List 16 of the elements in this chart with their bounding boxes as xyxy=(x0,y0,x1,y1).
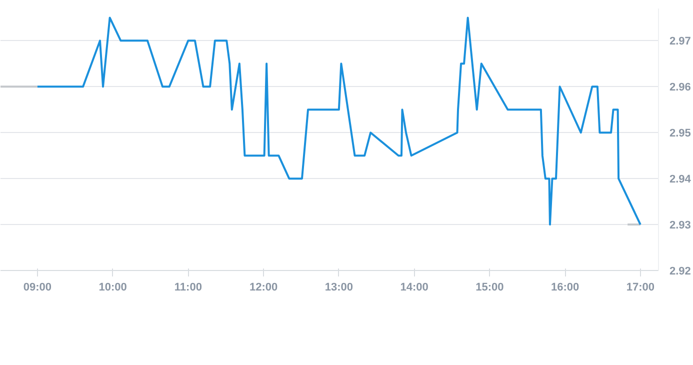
y-tick-label: 2.95 xyxy=(670,128,691,140)
x-tick-label: 14:00 xyxy=(400,282,428,294)
y-tick-label: 2.94 xyxy=(670,174,692,186)
y-tick-label: 2.97 xyxy=(670,36,691,48)
y-tick-label: 2.96 xyxy=(670,82,691,94)
line-series xyxy=(36,16,642,226)
x-tick-label: 10:00 xyxy=(98,282,127,294)
y-tick-label: 2.92 xyxy=(670,266,691,278)
x-tick-label: 16:00 xyxy=(550,282,580,294)
x-tick-label: 17:00 xyxy=(626,282,654,294)
x-tick-label: 12:00 xyxy=(249,282,278,294)
y-tick-label: 2.93 xyxy=(670,220,691,232)
x-tick-label: 13:00 xyxy=(324,282,353,294)
x-tick-label: 15:00 xyxy=(476,282,504,294)
x-tick-label: 09:00 xyxy=(23,282,52,294)
x-tick-label: 11:00 xyxy=(174,282,202,294)
